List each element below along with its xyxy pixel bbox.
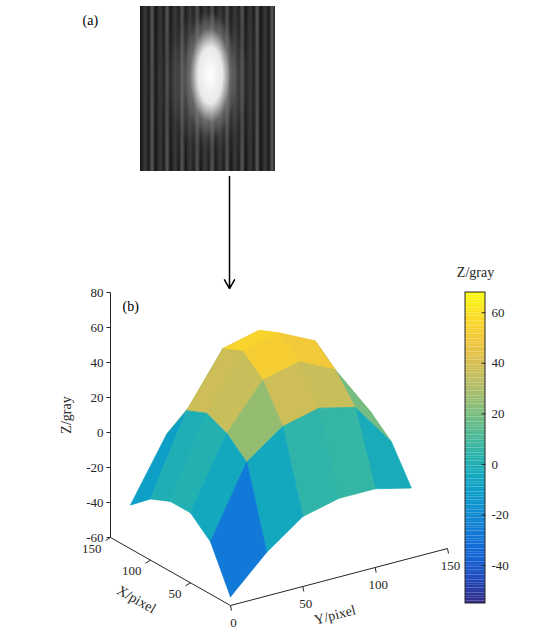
svg-text:-60: -60 xyxy=(86,530,103,545)
svg-text:-40: -40 xyxy=(492,558,509,573)
svg-text:50: 50 xyxy=(169,586,182,601)
svg-text:Z/gray: Z/gray xyxy=(457,265,494,280)
svg-text:50: 50 xyxy=(299,596,312,611)
svg-text:(b): (b) xyxy=(123,299,140,315)
svg-text:0: 0 xyxy=(230,615,237,630)
svg-text:20: 20 xyxy=(91,390,104,405)
svg-text:(a): (a) xyxy=(83,13,99,29)
svg-text:Y/pixel: Y/pixel xyxy=(313,602,358,627)
svg-text:Z/gray: Z/gray xyxy=(59,396,74,433)
svg-text:0: 0 xyxy=(492,457,499,472)
svg-text:80: 80 xyxy=(91,285,104,300)
svg-text:-20: -20 xyxy=(86,460,103,475)
svg-text:X/pixel: X/pixel xyxy=(115,583,159,617)
svg-text:40: 40 xyxy=(91,355,104,370)
svg-text:-40: -40 xyxy=(86,495,103,510)
svg-text:60: 60 xyxy=(91,320,104,335)
svg-text:0: 0 xyxy=(97,425,104,440)
svg-text:150: 150 xyxy=(441,558,461,573)
svg-text:150: 150 xyxy=(82,540,102,556)
svg-text:-20: -20 xyxy=(492,507,509,522)
svg-text:100: 100 xyxy=(122,563,142,578)
svg-text:60: 60 xyxy=(492,305,505,320)
svg-text:100: 100 xyxy=(368,577,388,592)
svg-text:20: 20 xyxy=(492,406,505,421)
svg-text:40: 40 xyxy=(492,355,505,370)
